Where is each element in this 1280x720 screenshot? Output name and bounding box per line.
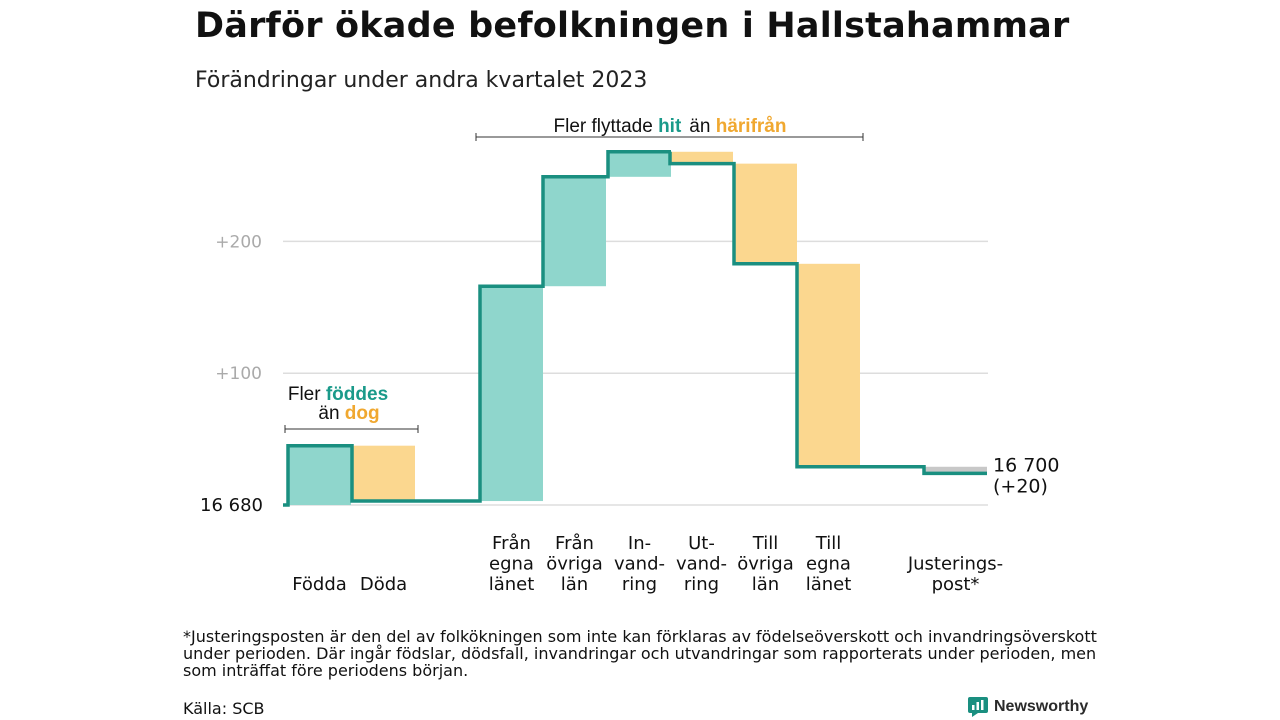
chart-title: Därför ökade befolkningen i Hallstahamma… (195, 6, 1070, 46)
births-deaths-bracket: Fler föddes än dog (284, 384, 419, 433)
svg-text:Fler föddes: Fler föddes (288, 384, 388, 405)
step-line-layer (283, 150, 987, 507)
waterfall-bar (734, 163, 797, 264)
newsworthy-brand[interactable]: Newsworthy (968, 697, 1088, 717)
bracket-left-pre: Fler (288, 384, 326, 405)
waterfall-bar (797, 263, 860, 467)
source-label: Källa: SCB (183, 699, 265, 718)
chart-subtitle: Förändringar under andra kvartalet 2023 (195, 68, 648, 93)
svg-text:än dog: än dog (318, 403, 379, 424)
baseline-label: 16 680 (200, 495, 263, 516)
waterfall-bar (352, 445, 415, 502)
bracket-right-highlight-away: härifrån (716, 116, 787, 137)
category-label: vand- (676, 554, 727, 575)
waterfall-bar (480, 286, 543, 502)
grid-layer: +100 +200 (215, 232, 988, 506)
category-label: Från (492, 533, 531, 554)
cumulative-step-line (283, 150, 987, 507)
category-label: ring (622, 574, 657, 595)
bracket-right-highlight-here: hit (658, 116, 682, 137)
waterfall-bar (608, 151, 671, 177)
waterfall-bar (288, 445, 351, 505)
category-label: post* (932, 574, 980, 595)
waterfall-bar (924, 466, 987, 474)
category-label: egna (806, 554, 851, 575)
brand-name: Newsworthy (994, 698, 1089, 715)
category-label: övriga (737, 554, 794, 575)
category-label: länet (489, 574, 535, 595)
y-tick-label: +100 (215, 364, 262, 384)
category-label: Till (815, 533, 841, 554)
bracket-right-pre: Fler flyttade (554, 116, 659, 137)
category-label: övriga (546, 554, 603, 575)
waterfall-bar (670, 151, 733, 164)
bracket-left-pre2: än (318, 403, 344, 424)
category-label: län (561, 574, 588, 595)
category-label: In- (628, 533, 651, 554)
category-label: Från (555, 533, 594, 554)
category-label: ring (684, 574, 719, 595)
bars-layer (288, 151, 987, 505)
y-tick-label: +200 (215, 232, 262, 252)
end-change-label: (+20) (993, 475, 1048, 497)
category-label: Döda (360, 574, 407, 595)
category-label: Till (752, 533, 778, 554)
bracket-left-highlight-died: dog (345, 403, 380, 424)
category-label: egna (489, 554, 534, 575)
category-label: vand- (614, 554, 665, 575)
bracket-left-highlight-born: föddes (326, 384, 388, 405)
bracket-right-mid: än (689, 116, 715, 137)
category-label: Ut- (688, 533, 715, 554)
end-value-label: 16 700 (993, 454, 1059, 476)
migration-bracket: Fler flyttade hit än härifrån (475, 116, 864, 141)
category-label: län (752, 574, 779, 595)
footnote: *Justeringsposten är den del av folkökni… (183, 627, 1097, 680)
category-label: Justerings- (907, 554, 1003, 575)
category-label: länet (806, 574, 852, 595)
waterfall-bar (543, 176, 606, 287)
newsworthy-logo-icon (968, 697, 988, 717)
category-label: Födda (292, 574, 347, 595)
